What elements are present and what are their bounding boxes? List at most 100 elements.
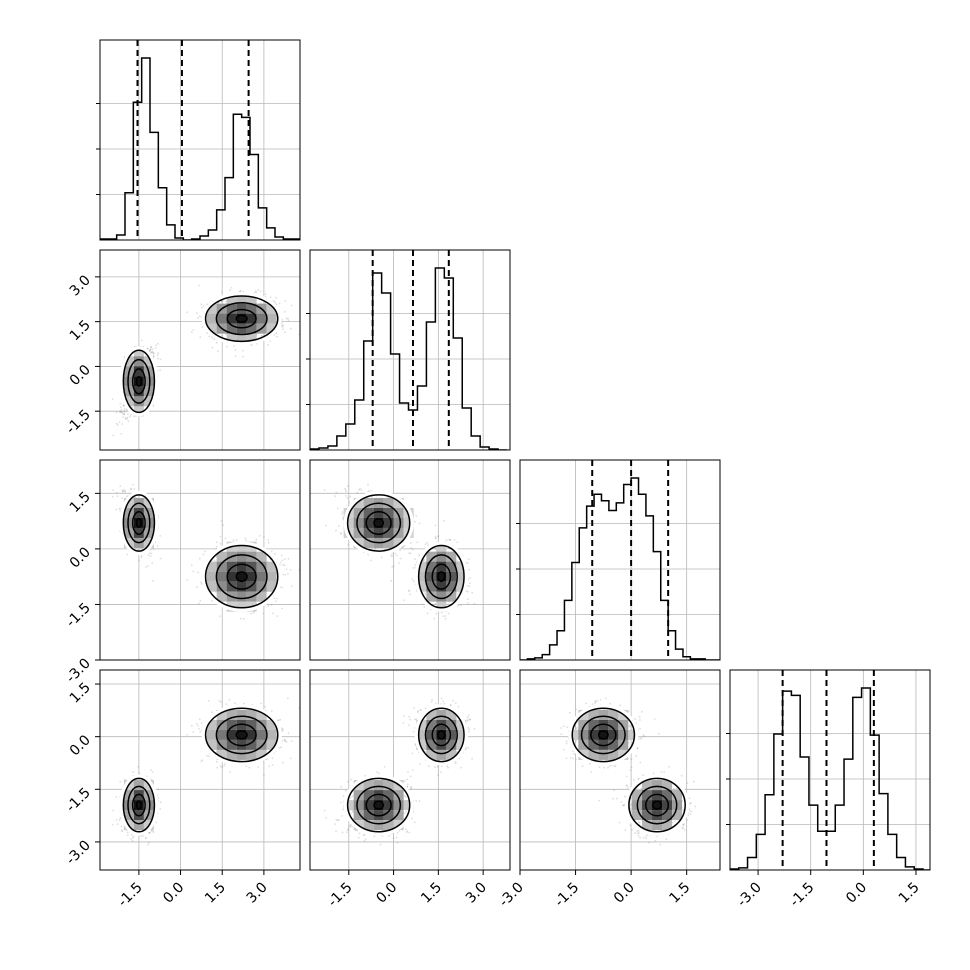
histogram-panel-0 <box>96 39 301 241</box>
density-cell <box>133 517 144 528</box>
sample-point <box>200 303 203 306</box>
density-cell <box>236 313 247 324</box>
sample-point <box>220 301 223 303</box>
grid-lines <box>310 250 510 450</box>
sample-point <box>283 564 286 567</box>
density-cell <box>426 591 437 602</box>
density-cell <box>456 581 467 592</box>
sample-point <box>390 555 392 557</box>
density-cell <box>436 571 447 582</box>
sample-point <box>434 547 437 550</box>
density-cell <box>446 581 457 592</box>
sample-point <box>115 422 118 425</box>
sample-point <box>342 517 344 520</box>
density-cell <box>123 396 134 407</box>
sample-point <box>325 524 328 527</box>
sample-point <box>149 348 152 351</box>
sample-point <box>360 489 363 492</box>
sample-point <box>121 489 124 492</box>
sample-point <box>445 539 448 542</box>
sample-point <box>126 416 129 419</box>
density-cell <box>446 571 457 582</box>
sample-point <box>119 485 122 487</box>
sample-point <box>409 552 412 555</box>
density-cell <box>343 517 354 528</box>
sample-point <box>122 416 125 418</box>
sample-point <box>380 556 383 559</box>
panel-frame <box>99 39 301 241</box>
density-cell <box>256 581 267 592</box>
sample-point <box>282 328 285 330</box>
sample-point <box>221 300 224 303</box>
density-cell <box>383 527 394 538</box>
sample-point <box>118 421 121 424</box>
density-cell <box>353 497 364 508</box>
sample-point <box>403 545 406 547</box>
sample-point <box>426 612 429 615</box>
sample-point <box>240 617 242 620</box>
sample-point <box>281 586 284 589</box>
sample-point <box>197 317 199 319</box>
sample-point <box>159 369 162 371</box>
sample-point <box>426 541 429 544</box>
y-tick-label: 1.5 <box>67 489 94 516</box>
grid-lines <box>310 460 510 660</box>
sample-point <box>111 495 114 498</box>
sample-point <box>466 590 469 593</box>
contour-level <box>226 563 257 590</box>
sample-point <box>275 335 278 338</box>
sample-point <box>359 488 362 490</box>
sample-point <box>150 346 152 349</box>
density-cell <box>133 396 144 407</box>
density-cell <box>216 591 227 602</box>
sample-point <box>186 311 189 314</box>
sample-point <box>337 525 340 527</box>
panel-frame <box>519 459 721 661</box>
density-cell <box>373 507 384 518</box>
sample-point <box>219 535 222 538</box>
sample-point <box>285 568 288 571</box>
sample-point <box>122 412 125 415</box>
density-cell <box>216 551 227 562</box>
sample-point <box>255 538 258 541</box>
density-cell <box>226 313 237 324</box>
sample-point <box>269 296 272 299</box>
sample-point <box>121 490 124 492</box>
sample-point <box>323 489 326 491</box>
density-cell <box>143 396 154 407</box>
sample-point <box>200 581 203 584</box>
contour-level <box>127 502 151 544</box>
sample-point <box>408 589 411 592</box>
density-cell <box>393 537 404 548</box>
sample-point <box>448 539 451 541</box>
sample-point <box>219 542 222 545</box>
contour-level <box>346 494 411 552</box>
sample-point <box>402 599 405 601</box>
density-cell <box>133 527 144 538</box>
sample-point <box>334 495 336 498</box>
sample-point <box>225 333 228 336</box>
y-ticks: -1.50.01.53.0 <box>63 272 100 437</box>
density-cell <box>363 537 374 548</box>
histogram-step-line <box>310 267 508 450</box>
sample-point <box>409 593 412 596</box>
sample-point <box>120 432 123 435</box>
sample-point <box>120 410 123 413</box>
sample-point <box>263 535 265 538</box>
sample-point <box>335 529 337 532</box>
sample-point <box>262 612 265 615</box>
sample-point <box>281 607 284 610</box>
sample-point <box>118 819 121 822</box>
sample-point <box>151 351 153 353</box>
sample-point <box>150 345 153 348</box>
sample-point <box>156 545 159 547</box>
contour-level <box>373 517 385 528</box>
contour-level <box>424 554 458 600</box>
y-tick-label: 0.0 <box>67 544 94 571</box>
density-cell <box>216 561 227 572</box>
density-cell <box>206 581 217 592</box>
density-cell <box>226 333 237 344</box>
panel-frame <box>309 459 511 661</box>
density-cell <box>383 537 394 548</box>
